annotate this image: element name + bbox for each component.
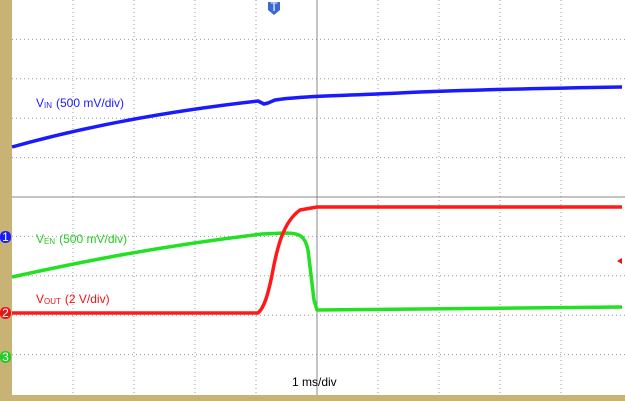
- timebase-label: 1 ms/div: [292, 375, 337, 389]
- vout-scale: (2 V/div): [65, 292, 110, 306]
- vin-scale: (500 mV/div): [56, 96, 124, 110]
- trigger-marker: T: [270, 0, 278, 14]
- vin-trace: [11, 85, 623, 149]
- ch1-marker: 1: [2, 230, 9, 244]
- vout-label: VOUT (2 V/div): [36, 292, 110, 306]
- ven-subscript: EN: [44, 237, 55, 246]
- ch2-marker-bg: [0, 307, 11, 319]
- vout-symbol: V: [36, 292, 44, 306]
- trigger-marker-bg: [268, 2, 280, 15]
- left-bar: [0, 0, 12, 401]
- vout-trace: [12, 205, 622, 315]
- ch1-marker-bg: [0, 231, 11, 243]
- ven-symbol: V: [36, 232, 44, 246]
- ch3-marker: 3: [2, 350, 9, 364]
- bottom-bar: [0, 395, 625, 401]
- vin-subscript: IN: [44, 101, 52, 110]
- ch3-marker-bg: [0, 351, 11, 363]
- vin-label: VIN (500 mV/div): [36, 96, 124, 110]
- vout-subscript: OUT: [44, 297, 61, 306]
- vin-symbol: V: [36, 96, 44, 110]
- ch2-marker: 2: [2, 306, 9, 320]
- ven-label: VEN (500 mV/div): [36, 232, 127, 246]
- ven-trace: [11, 231, 623, 312]
- trigger-level-arrow: [617, 258, 622, 264]
- ven-scale: (500 mV/div): [59, 232, 127, 246]
